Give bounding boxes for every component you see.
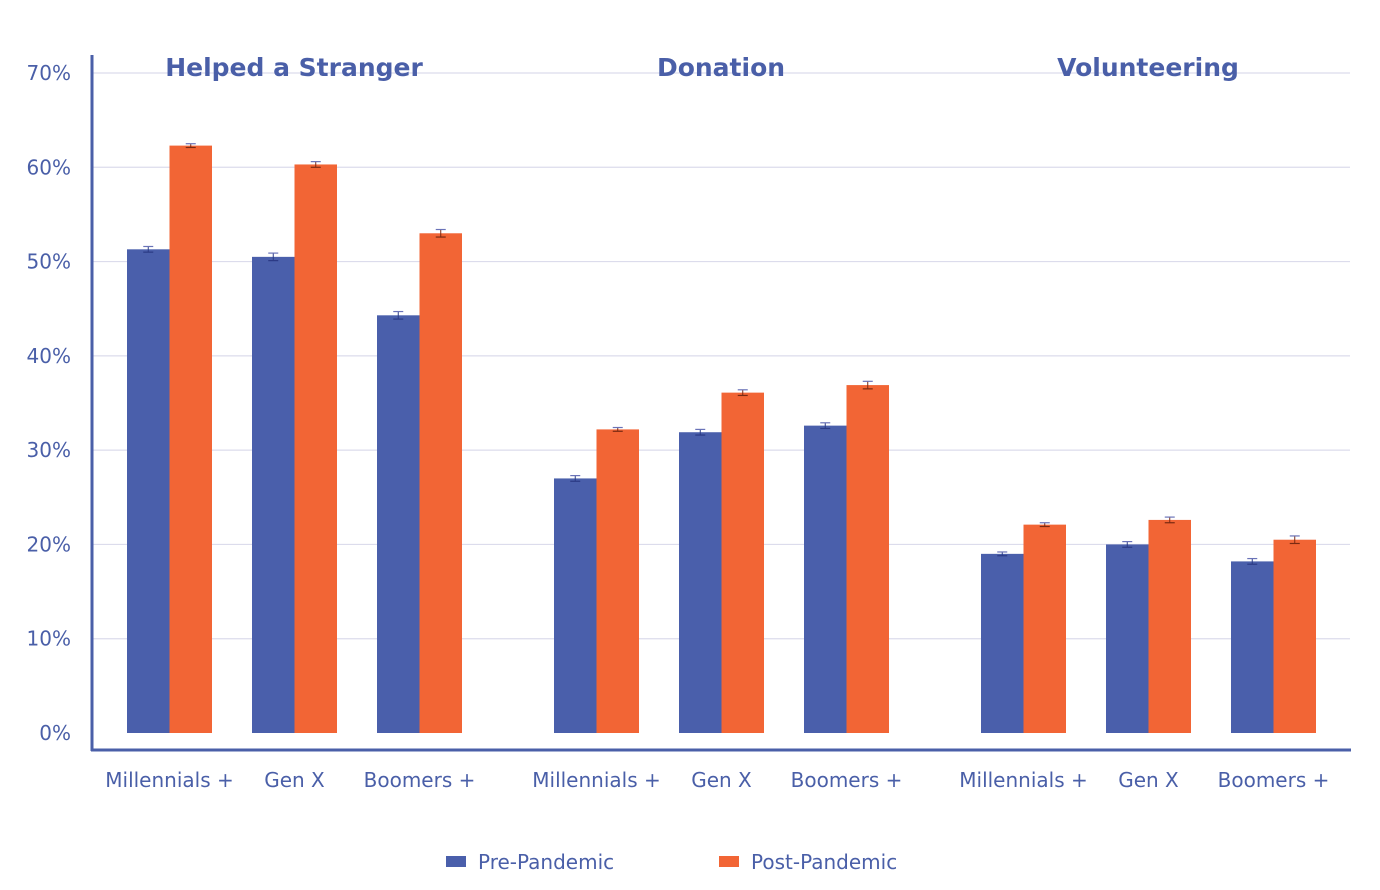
x-tick-label: Boomers + xyxy=(1218,768,1330,792)
x-tick-label: Boomers + xyxy=(791,768,903,792)
bar-post-pandemic xyxy=(1273,539,1316,733)
group-title: Helped a Stranger xyxy=(165,53,423,82)
bar-pre-pandemic xyxy=(1106,544,1149,733)
y-tick-label: 20% xyxy=(27,532,71,556)
y-tick-label: 60% xyxy=(27,155,71,179)
bar-post-pandemic xyxy=(846,385,889,733)
legend-label: Pre-Pandemic xyxy=(478,850,614,874)
y-tick-label: 50% xyxy=(27,250,71,274)
bars xyxy=(127,145,1316,734)
group-titles: Helped a Stranger Donation Volunteering xyxy=(165,53,1239,82)
bar-post-pandemic xyxy=(1148,519,1191,733)
y-tick-label: 40% xyxy=(27,344,71,368)
bar-post-pandemic xyxy=(1023,524,1066,733)
bar-post-pandemic xyxy=(419,233,462,734)
x-tick-label: Gen X xyxy=(264,768,325,792)
x-tick-label: Gen X xyxy=(691,768,752,792)
bar-post-pandemic xyxy=(596,429,639,733)
legend-swatch-pre-pandemic xyxy=(446,856,466,867)
x-tick-label: Boomers + xyxy=(364,768,476,792)
group-title: Donation xyxy=(657,53,785,82)
y-tick-label: 70% xyxy=(27,61,71,85)
bar-post-pandemic xyxy=(294,164,337,733)
bar-pre-pandemic xyxy=(679,432,722,733)
legend: Pre-Pandemic Post-Pandemic xyxy=(446,850,897,874)
error-bars xyxy=(143,143,1300,565)
x-tick-label: Millennials + xyxy=(105,768,234,792)
legend-swatch-post-pandemic xyxy=(719,856,739,867)
bar-post-pandemic xyxy=(169,145,212,734)
y-tick-label: 0% xyxy=(39,721,71,745)
y-axis-ticks: 0% 10% 20% 30% 40% 50% 60% 70% xyxy=(27,61,71,745)
bar-post-pandemic xyxy=(721,392,764,733)
bar-pre-pandemic xyxy=(127,249,170,734)
x-tick-label: Millennials + xyxy=(532,768,661,792)
bar-pre-pandemic xyxy=(981,553,1024,733)
y-tick-label: 30% xyxy=(27,438,71,462)
x-tick-label: Gen X xyxy=(1118,768,1179,792)
bar-pre-pandemic xyxy=(377,315,420,733)
bar-pre-pandemic xyxy=(554,478,597,733)
bar-pre-pandemic xyxy=(252,256,295,733)
x-axis-labels: Millennials + Gen X Boomers + Millennials +… xyxy=(105,768,1329,792)
bar-pre-pandemic xyxy=(804,425,847,733)
legend-label: Post-Pandemic xyxy=(751,850,897,874)
y-tick-label: 10% xyxy=(27,627,71,651)
bar-pre-pandemic xyxy=(1231,561,1274,733)
group-title: Volunteering xyxy=(1057,53,1239,82)
x-tick-label: Millennials + xyxy=(959,768,1088,792)
